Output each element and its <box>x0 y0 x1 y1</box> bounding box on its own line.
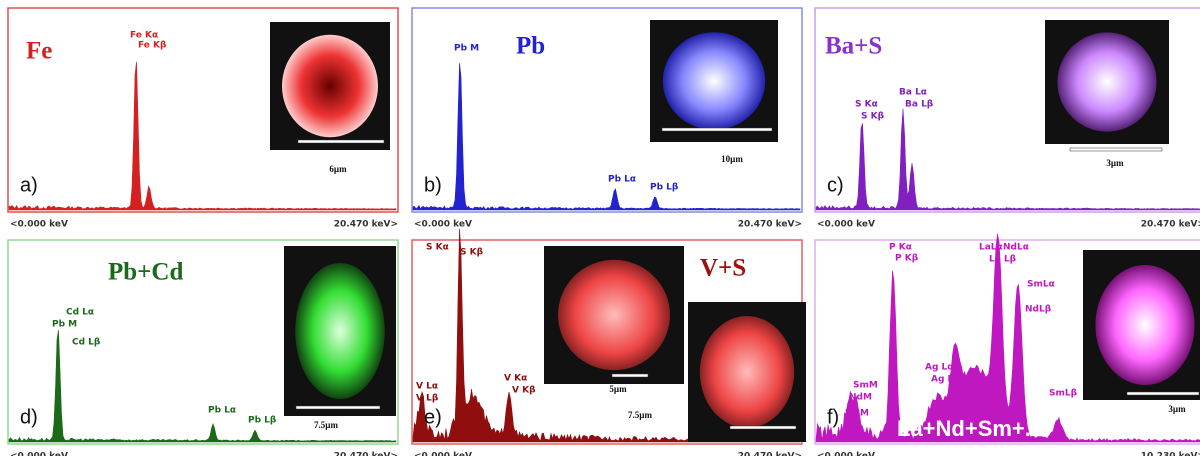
peak-label: S Kβ <box>861 112 885 122</box>
scale-label: 6µm <box>329 164 347 174</box>
scale-label: 7.5µm <box>628 410 652 420</box>
scale-label: 7.5µm <box>314 420 338 430</box>
scale-bar <box>296 406 380 409</box>
axis-start: <0.000 keV <box>817 220 875 230</box>
peak-label: P Kβ <box>895 254 919 264</box>
peak-label: Ba Lα <box>899 88 927 98</box>
page: 6µmFe KαFe KβFea)<0.000 keV20.470 keV>10… <box>0 0 1200 456</box>
peak-label: Pb Lα <box>608 175 636 185</box>
peak-label: S Kα <box>855 100 878 110</box>
peak-label: S Kα <box>426 243 449 253</box>
element-title: Pb <box>516 33 545 60</box>
peak-label: NdM <box>849 393 872 403</box>
peak-label: Ag Lβ <box>931 375 960 385</box>
element-title: Fe <box>26 38 52 65</box>
peak-label: V Lα <box>416 382 438 392</box>
peak-label: Pb Lα <box>208 406 236 416</box>
axis-start: <0.000 keV <box>414 452 472 456</box>
peak-label: Pb M <box>52 320 77 330</box>
element-title: Pb+Cd <box>108 259 183 286</box>
peak-label: La Lβ <box>989 255 1017 265</box>
axis-end: 20.470 keV> <box>738 452 802 456</box>
panel-letter: c) <box>827 174 844 196</box>
figure: 6µmFe KαFe KβFea)<0.000 keV20.470 keV>10… <box>0 0 1200 456</box>
axis-end: 20.470 keV> <box>334 220 398 230</box>
peak-label: V Kα <box>504 374 527 384</box>
peak-label: V Kβ <box>512 386 536 396</box>
peak-label: Ba Lβ <box>905 100 934 110</box>
peak-label: NdLβ <box>1025 305 1052 315</box>
panel-letter: e) <box>424 406 442 428</box>
peak-label: Cd Lα <box>66 308 94 318</box>
peak-label: La M <box>845 409 869 419</box>
axis-end: 20.470 keV> <box>334 452 398 456</box>
axis-end: 10.230 keV> <box>1141 452 1200 456</box>
peak-label: S Kβ <box>460 248 484 258</box>
panel: 3µm S Kα S Kβ Ba Lα Ba Lβ Ba+S c) <0.000 keV 20.… <box>815 8 1200 230</box>
scale-label: 10µm <box>721 154 743 164</box>
axis-start: <0.000 keV <box>414 220 472 230</box>
element-title: Ba+S <box>825 33 882 60</box>
particle <box>1057 32 1156 131</box>
scale-bar <box>662 128 772 131</box>
peak-label: SmM <box>853 381 878 391</box>
peak-label: Cd Lβ <box>72 338 101 348</box>
panel-letter: b) <box>424 174 442 196</box>
scale-bar <box>1070 148 1162 151</box>
peak-label: Fe Kβ <box>138 41 167 51</box>
panel: 5µm 7.5µm S Kα S Kβ V Lα V Lβ V Kα V Kβ V+S e) <0.… <box>412 229 806 456</box>
peak-label: Fe Kα <box>130 31 158 41</box>
panel-letter: a) <box>20 174 38 196</box>
scale-bar <box>298 140 384 143</box>
axis-start: <0.000 keV <box>10 220 68 230</box>
peak-label: NdLα <box>1003 243 1029 253</box>
peak-label: Pb M <box>454 44 479 54</box>
particle <box>700 316 794 428</box>
element-title: La+Nd+Sm+... <box>897 416 1043 441</box>
peak-label: LaLα <box>979 243 1003 253</box>
axis-end: 20.470 keV> <box>738 220 802 230</box>
scale-bar <box>730 426 796 429</box>
peak-label: SmLβ <box>1049 389 1078 399</box>
scale-bar <box>1127 392 1199 395</box>
axis-start: <0.000 keV <box>10 452 68 456</box>
peak-label: Ag Lα <box>925 363 953 373</box>
particle <box>558 260 670 370</box>
axis-start: <0.000 keV <box>817 452 875 456</box>
particle <box>295 263 385 399</box>
element-title: V+S <box>700 255 746 282</box>
panel: 7.5µm Cd Lα Pb M Cd Lβ Pb Lα Pb Lβ Pb+Cd d) <0.0… <box>8 240 398 456</box>
scale-label: 3µm <box>1168 404 1186 414</box>
particle <box>282 35 378 137</box>
peak-label: V Lβ <box>416 394 439 404</box>
peak-label: SmLα <box>1027 280 1055 290</box>
peak-label: Pb Lβ <box>650 183 679 193</box>
scale-bar <box>612 374 648 377</box>
scale-label: 3µm <box>1106 158 1124 168</box>
panel-letter: f) <box>827 406 839 428</box>
peak-label: Pb Lβ <box>248 416 277 426</box>
scale-label: 5µm <box>609 384 627 394</box>
panel: 10µm Pb M Pb Lα Pb Lβ Pb b) <0.000 keV 20.470 k… <box>412 8 802 230</box>
panel-letter: d) <box>20 406 38 428</box>
particle <box>1095 265 1194 385</box>
particle <box>663 32 765 130</box>
axis-end: 20.470 keV> <box>1141 220 1200 230</box>
peak-label: P Kα <box>889 243 912 253</box>
